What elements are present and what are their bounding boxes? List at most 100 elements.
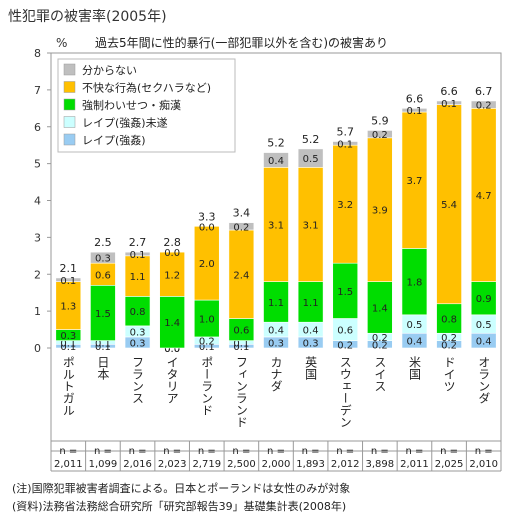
segment-value-label: 0.6 — [337, 326, 353, 337]
n-value: 2,012 — [331, 459, 360, 470]
segment-value-label: 1.4 — [164, 318, 180, 329]
segment-value-label: 3.1 — [303, 220, 319, 231]
plot-frame — [50, 52, 502, 452]
category-label: カナダ — [269, 356, 283, 392]
segment-value-label: 0.0 — [164, 248, 180, 259]
bar-stack: 0.20.21.43.90.25.9 — [367, 114, 393, 351]
n-value: 3,898 — [366, 459, 395, 470]
y-tick-label: 7 — [34, 84, 41, 97]
bar-stack: 0.30.41.13.10.45.2 — [263, 137, 289, 349]
segment-value-label: 0.1 — [441, 99, 457, 110]
bar-segment — [367, 281, 393, 334]
n-value: 2,719 — [192, 459, 221, 470]
segment-value-label: 0.1 — [95, 338, 111, 349]
x-axis-labels: ポルトガル 日本 フランス イタリア ポーランド フィンランド カナダ 英国 スウェーデン スイス… — [61, 356, 490, 428]
segment-value-label: 0.1 — [407, 106, 423, 117]
n-prefix: n = — [440, 446, 458, 457]
segment-value-label: 0.3 — [130, 338, 146, 349]
bar-segment — [228, 229, 255, 319]
bar-stack: 0.10.2 1.0 2.0 0.03.3 — [193, 210, 220, 353]
segment-value-label: 1.8 — [407, 278, 423, 289]
bar-stack: 0.4 0.5 1.8 3.7 0.16.6 — [401, 92, 428, 349]
bar-total-label: 2.7 — [129, 236, 147, 249]
category-label: ドイツ — [442, 356, 456, 392]
segment-value-label: 0.5 — [407, 320, 423, 331]
legend-label: レイプ(強姦) — [82, 133, 146, 147]
segment-value-label: 0.1 — [233, 342, 249, 353]
bar-segment — [436, 100, 462, 105]
n-prefix: n = — [371, 446, 389, 457]
n-value: 2,500 — [227, 459, 256, 470]
n-prefix: n = — [94, 446, 112, 457]
y-tick-label: 3 — [34, 231, 41, 244]
bar-stack: 0.30.4 1.1 3.1 0.5 5.2 — [297, 133, 324, 349]
bar-total-label: 6.6 — [406, 92, 424, 105]
n-value: 2,011 — [400, 459, 429, 470]
n-prefix: n = — [129, 446, 147, 457]
category-label: オランダ — [477, 356, 491, 404]
bar-stack: 0.10.10.31.30.12.1 — [55, 262, 82, 353]
bar-segment — [436, 104, 462, 305]
legend-label: レイプ(強姦)未遂 — [82, 116, 168, 130]
legend-frame — [57, 58, 236, 153]
segment-value-label: 0.4 — [407, 337, 423, 348]
bar-total-label: 2.5 — [94, 236, 112, 249]
bar-stack: 0.10.1 1.5 0.6 0.3 2.5 — [90, 236, 116, 353]
segment-value-label: 0.1 — [95, 342, 111, 353]
bar-segment — [332, 262, 359, 319]
n-value: 2,010 — [469, 459, 498, 470]
y-tick-label: 0 — [34, 342, 41, 355]
segment-value-label: 1.2 — [164, 270, 180, 281]
bar-segment — [297, 148, 324, 168]
y-tick-label: 8 — [34, 47, 41, 60]
bar-segment — [367, 130, 393, 139]
segment-value-label: 0.6 — [95, 270, 111, 281]
segment-value-label: 1.1 — [268, 298, 284, 309]
segment-value-label: 0.3 — [60, 331, 76, 342]
bar-total-label: 5.2 — [267, 137, 285, 150]
bar-segment — [124, 255, 151, 297]
footnote: (注)国際犯罪被害者調査による。日本とポーランドは女性のみが対象 — [12, 482, 351, 495]
bar-total-label: 3.4 — [233, 207, 251, 220]
bar-segment — [332, 144, 359, 264]
category-label: ポルトガル — [61, 356, 75, 416]
n-value: 1,099 — [89, 459, 118, 470]
segment-value-label: 0.8 — [441, 315, 457, 326]
segment-value-label: 0.2 — [372, 333, 388, 344]
bar-segment — [367, 137, 393, 282]
bar-total-label: 3.3 — [198, 210, 216, 223]
segment-value-label: 0.1 — [130, 250, 146, 261]
bar-segment — [124, 251, 151, 257]
bar-total-label: 5.7 — [336, 126, 354, 139]
segment-value-label: 0.2 — [441, 333, 457, 344]
legend-swatch — [63, 98, 76, 111]
segment-value-label: 0.2 — [372, 340, 388, 351]
n-prefix: n = — [336, 446, 354, 457]
segment-value-label: 0.2 — [441, 340, 457, 351]
segment-value-label: 4.7 — [476, 191, 492, 202]
n-prefix: n = — [163, 446, 181, 457]
n-prefix: n = — [475, 446, 493, 457]
bar-segment — [263, 167, 289, 282]
bar-segment — [470, 108, 497, 282]
segment-value-label: 0.4 — [303, 326, 319, 337]
bar-stack: 0.2 0.6 1.5 3.2 0.15.7 — [332, 126, 359, 351]
n-value: 2,023 — [158, 459, 187, 470]
n-value: 1,893 — [296, 459, 325, 470]
bar-stack: 0.4 0.5 0.9 4.7 0.2 6.7 — [470, 85, 497, 349]
y-axis: 0 1 2 3 4 5 6 7 8 — [34, 47, 51, 355]
segment-value-label: 0.2 — [199, 337, 215, 348]
bar-stack: 0.20.2 0.8 5.4 0.16.6 — [436, 85, 462, 351]
y-tick-label: 5 — [34, 158, 41, 171]
segment-value-label: 0.1 — [60, 338, 76, 349]
segment-value-label: 5.4 — [441, 200, 457, 211]
legend-swatch — [63, 133, 76, 146]
bar-segment — [332, 141, 359, 146]
n-prefix: n = — [267, 446, 285, 457]
n-value: 2,025 — [435, 459, 464, 470]
legend-label: 不快な行為(セクハラなど) — [82, 81, 211, 95]
segment-value-label: 0.6 — [233, 326, 249, 337]
segment-value-label: 1.0 — [199, 315, 215, 326]
segment-value-label: 0.5 — [476, 320, 492, 331]
segment-value-label: 0.2 — [233, 222, 249, 233]
